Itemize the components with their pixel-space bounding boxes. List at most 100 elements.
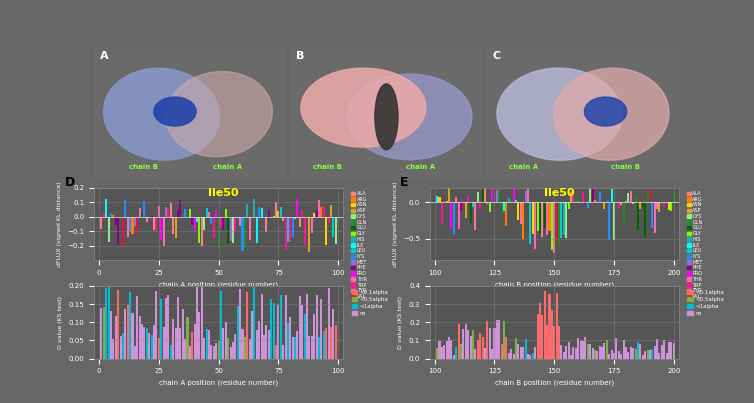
Bar (591, 348, 593, 359)
Bar (151, 216, 152, 217)
Bar (210, 345, 213, 359)
X-axis label: chain B position (residue number): chain B position (residue number) (495, 380, 614, 386)
Bar (493, 328, 495, 359)
Ellipse shape (154, 97, 196, 126)
Bar (129, 292, 131, 359)
Bar (282, 345, 284, 359)
Text: D: D (64, 176, 75, 189)
Bar (654, 346, 656, 359)
Bar (277, 305, 280, 359)
Bar (644, 202, 646, 237)
Bar (613, 202, 615, 240)
Bar (668, 202, 670, 210)
Bar (436, 196, 438, 202)
Bar (220, 291, 222, 359)
Bar (566, 345, 567, 359)
Bar (673, 191, 675, 202)
Bar (249, 339, 250, 359)
Bar (658, 202, 661, 212)
Bar (155, 291, 158, 359)
Bar (439, 197, 440, 202)
Bar (213, 346, 215, 359)
Bar (225, 209, 227, 217)
Ellipse shape (584, 97, 627, 126)
Bar (455, 347, 457, 359)
Bar (448, 337, 450, 359)
Bar (318, 337, 320, 359)
Bar (272, 216, 274, 217)
Text: chain A: chain A (510, 164, 538, 170)
Bar (661, 345, 663, 359)
Bar (505, 202, 507, 226)
Bar (658, 353, 661, 359)
Bar (251, 216, 253, 217)
Ellipse shape (553, 68, 669, 160)
Bar (649, 187, 651, 202)
Bar (510, 349, 512, 359)
Bar (194, 217, 196, 231)
Bar (299, 217, 301, 227)
Bar (163, 327, 164, 359)
Bar (534, 202, 536, 249)
Bar (635, 197, 636, 202)
Bar (520, 202, 522, 224)
Bar (603, 343, 605, 359)
Bar (208, 212, 210, 217)
Bar (139, 316, 141, 359)
Bar (584, 337, 587, 359)
Bar (302, 210, 303, 217)
Bar (582, 341, 584, 359)
Bar (450, 340, 452, 359)
Bar (261, 294, 262, 359)
Bar (587, 202, 589, 208)
Bar (520, 347, 522, 359)
Bar (548, 293, 550, 359)
Bar (651, 349, 653, 359)
Bar (244, 337, 246, 359)
Bar (517, 344, 520, 359)
Bar (287, 323, 289, 359)
Bar (484, 183, 486, 202)
Bar (110, 312, 112, 359)
Bar (458, 324, 460, 359)
Bar (296, 199, 299, 217)
Bar (335, 324, 337, 359)
Bar (470, 336, 471, 359)
Bar (139, 208, 141, 217)
Bar (158, 206, 160, 217)
Bar (304, 314, 305, 359)
Bar (131, 217, 133, 234)
Bar (621, 354, 622, 359)
Bar (302, 305, 303, 359)
Bar (637, 202, 639, 231)
Bar (170, 345, 172, 359)
Text: Ile50: Ile50 (544, 188, 575, 198)
Bar (541, 315, 544, 359)
Bar (489, 328, 491, 359)
Bar (287, 217, 289, 242)
Bar (505, 337, 507, 359)
Bar (170, 203, 172, 217)
Bar (513, 185, 515, 202)
Bar (222, 217, 225, 230)
Bar (174, 217, 176, 238)
Bar (100, 217, 103, 229)
Bar (115, 217, 117, 225)
Bar (323, 330, 325, 359)
Bar (201, 217, 203, 246)
Bar (151, 334, 152, 359)
Bar (627, 193, 630, 202)
Bar (548, 202, 550, 231)
Bar (179, 328, 182, 359)
Bar (532, 202, 534, 234)
Bar (232, 342, 234, 359)
Bar (464, 202, 467, 218)
Bar (198, 312, 201, 359)
Bar (244, 217, 246, 248)
Bar (213, 217, 215, 237)
Bar (172, 217, 174, 234)
Bar (618, 202, 620, 210)
Bar (606, 339, 608, 359)
Bar (158, 338, 160, 359)
Bar (632, 202, 634, 204)
